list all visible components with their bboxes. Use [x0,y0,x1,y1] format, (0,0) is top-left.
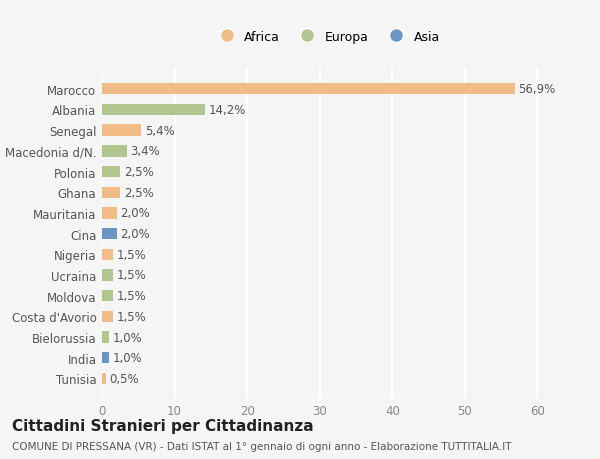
Bar [102,249,113,260]
Text: 2,5%: 2,5% [124,166,154,179]
Text: COMUNE DI PRESSANA (VR) - Dati ISTAT al 1° gennaio di ogni anno - Elaborazione T: COMUNE DI PRESSANA (VR) - Dati ISTAT al … [12,441,511,451]
Text: 2,0%: 2,0% [120,207,150,220]
Text: 1,5%: 1,5% [116,269,146,282]
Bar [102,146,127,157]
Bar [102,311,113,322]
Bar [102,353,109,364]
Text: 14,2%: 14,2% [209,104,246,117]
Text: 0,5%: 0,5% [109,372,139,385]
Text: 1,5%: 1,5% [116,290,146,302]
Text: 3,4%: 3,4% [130,145,160,158]
Bar [102,373,106,384]
Legend: Africa, Europa, Asia: Africa, Europa, Asia [209,26,445,49]
Bar [102,229,116,240]
Bar [102,105,205,116]
Bar [102,187,120,198]
Bar [102,208,116,219]
Text: 5,4%: 5,4% [145,124,175,137]
Bar [102,291,113,302]
Bar [102,167,120,178]
Bar [102,84,515,95]
Text: 1,0%: 1,0% [113,352,143,364]
Text: 1,0%: 1,0% [113,331,143,344]
Bar [102,332,109,343]
Bar [102,125,141,136]
Text: 1,5%: 1,5% [116,310,146,323]
Text: 56,9%: 56,9% [518,83,556,96]
Text: 2,5%: 2,5% [124,186,154,199]
Bar [102,270,113,281]
Text: 1,5%: 1,5% [116,248,146,261]
Text: Cittadini Stranieri per Cittadinanza: Cittadini Stranieri per Cittadinanza [12,418,314,433]
Text: 2,0%: 2,0% [120,228,150,241]
